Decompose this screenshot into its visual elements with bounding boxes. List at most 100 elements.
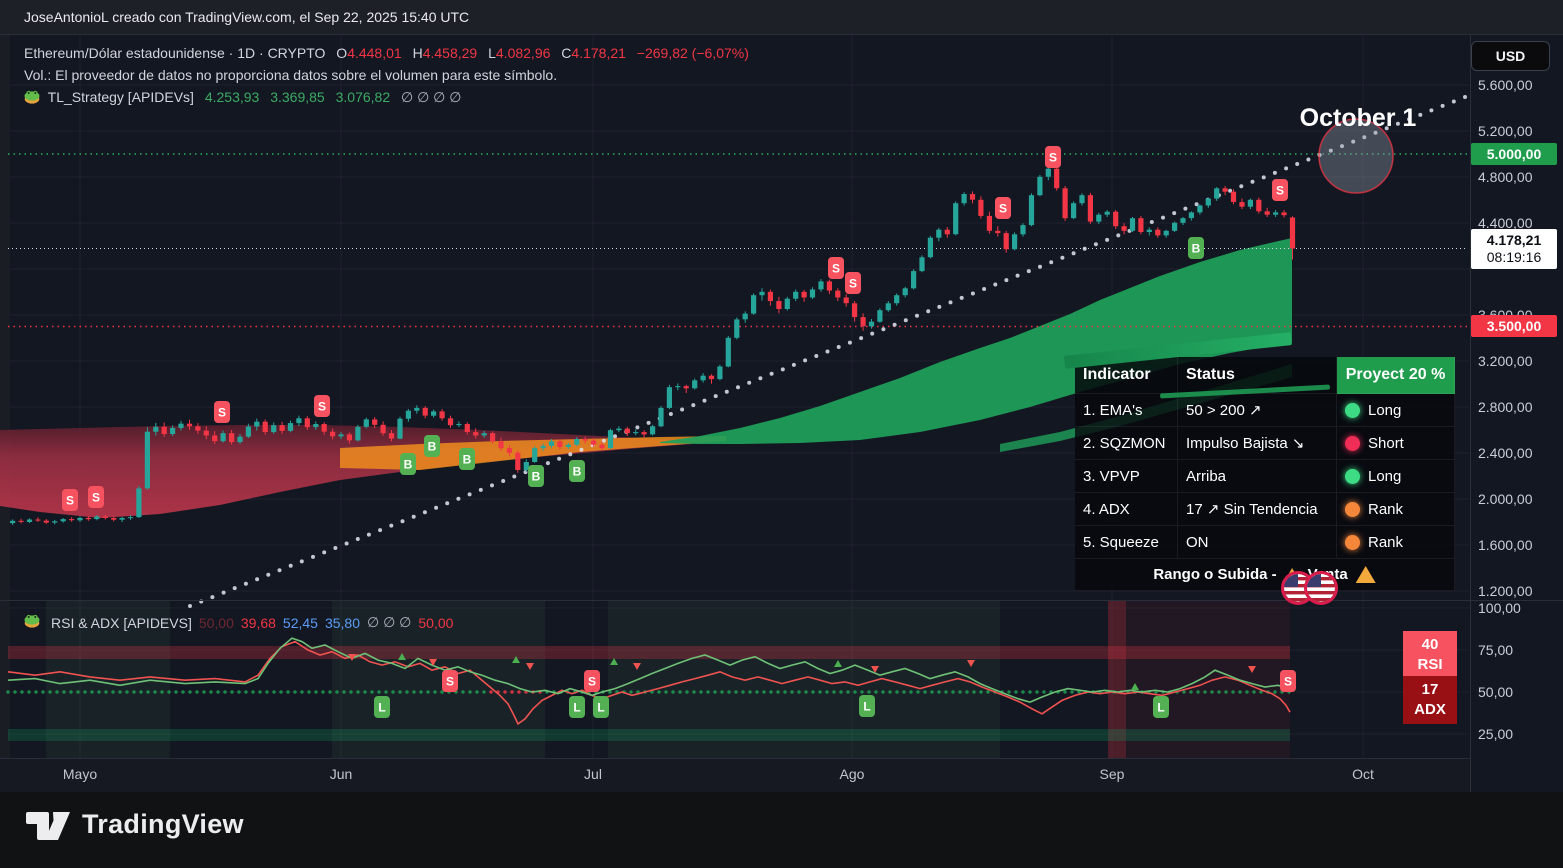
price-tick-label: 4.800,00 (1478, 169, 1533, 185)
svg-text:L: L (863, 700, 870, 714)
rsi-value-4: 50,00 (418, 614, 454, 631)
svg-text:S: S (1284, 675, 1292, 689)
open-label: O (336, 45, 348, 61)
time-axis-label: Jun (329, 766, 353, 782)
tradingview-logo[interactable]: TradingView (26, 804, 244, 844)
svg-text:B: B (1192, 242, 1201, 256)
signal-dot (1345, 468, 1360, 484)
low-label: L (488, 45, 496, 61)
indicator-status-table: Indicator Status Proyect 20 % 1. EMA's 50… (1075, 357, 1455, 591)
open-value: 4.448,01 (347, 45, 402, 61)
svg-text:S: S (318, 400, 326, 414)
high-value: 4.458,29 (422, 45, 478, 61)
price-tick-label: 1.600,00 (1478, 537, 1533, 553)
tradingview-logo-icon (26, 812, 70, 840)
table-row-indicator: 4. ADX (1075, 493, 1178, 526)
svg-text:S: S (1049, 151, 1057, 165)
low-value: 4.082,96 (495, 45, 551, 61)
footer-text-left: Rango o Subida - (1153, 566, 1277, 583)
table-row-indicator: 2. SQZMON (1075, 427, 1178, 460)
signal-dot (1345, 534, 1360, 550)
price-tick-label: 2.000,00 (1478, 491, 1533, 507)
svg-text:B: B (404, 458, 413, 472)
rsi-legend-row[interactable]: RSI & ADX [APIDEVS] 50,00 39,68 52,45 35… (24, 614, 453, 631)
table-row-status: 17 ↗ Sin Tendencia (1178, 493, 1337, 526)
change-value: −269,82 (−6,07%) (636, 45, 749, 61)
rsi-tick-label: 50,00 (1478, 684, 1514, 700)
table-row-signal: Rank (1337, 493, 1455, 526)
currency-toggle-button[interactable]: USD (1471, 41, 1550, 71)
project-20-badge: Proyect 20 % (1337, 357, 1455, 394)
price-tick-label: 1.200,00 (1478, 583, 1533, 599)
svg-text:S: S (999, 202, 1007, 216)
svg-text:B: B (428, 440, 437, 454)
price-tick-label: 2.400,00 (1478, 445, 1533, 461)
signal-dot (1345, 501, 1360, 517)
price-tick-label: 5.200,00 (1478, 123, 1533, 139)
table-row-status: 50 > 200 ↗ (1178, 394, 1337, 427)
svg-text:L: L (573, 701, 580, 715)
strategy-value-3: 3.076,82 (335, 89, 391, 105)
signal-dot (1345, 402, 1360, 418)
price-scale-divider (1470, 35, 1471, 792)
bottom-brand-strip: TradingView (0, 792, 1563, 868)
svg-text:L: L (378, 701, 385, 715)
rsi-value-1: 39,68 (240, 614, 276, 631)
rsi-tick-label: 75,00 (1478, 642, 1514, 658)
close-value: 4.178,21 (571, 45, 626, 61)
strategy-value-2: 3.369,85 (270, 89, 325, 105)
svg-text:S: S (66, 494, 74, 508)
adx-value-badge: 17 ADX (1403, 676, 1457, 724)
table-row-indicator: 3. VPVP (1075, 460, 1178, 493)
high-label: H (412, 45, 423, 61)
symbol-legend-row[interactable]: Ethereum/Dólar estadounidense · 1D · CRY… (24, 42, 749, 64)
rsi-tick-label: 25,00 (1478, 726, 1514, 742)
table-footer: Rango o Subida - Venta (1075, 559, 1455, 591)
strategy-value-1: 4.253,93 (204, 89, 260, 105)
table-row-indicator: 1. EMA's (1075, 394, 1178, 427)
svg-text:S: S (446, 675, 454, 689)
table-row-signal: Short (1337, 427, 1455, 460)
table-row-status: Impulso Bajista ↘ (1178, 427, 1337, 460)
table-row-status: Arriba (1178, 460, 1337, 493)
usa-flag-icons (1276, 563, 1346, 616)
price-tick-label: 4.400,00 (1478, 215, 1533, 231)
signal-dot (1345, 435, 1360, 451)
attribution-text: JoseAntonioL creado con TradingView.com,… (24, 9, 470, 25)
frog-icon (24, 614, 40, 631)
rsi-empty-values: ∅ ∅ ∅ (367, 614, 412, 630)
time-axis[interactable] (0, 758, 1470, 793)
svg-text:L: L (1157, 701, 1164, 715)
resistance-price-badge: 5.000,00 (1471, 143, 1557, 165)
support-price-badge: 3.500,00 (1471, 315, 1557, 338)
time-axis-label: Oct (1352, 766, 1374, 782)
svg-text:S: S (218, 406, 226, 420)
time-axis-label: Jul (584, 766, 602, 782)
svg-text:S: S (92, 491, 100, 505)
table-row-signal: Long (1337, 460, 1455, 493)
svg-text:B: B (573, 465, 582, 479)
svg-text:S: S (588, 675, 596, 689)
price-tick-label: 3.200,00 (1478, 353, 1533, 369)
strategy-legend-row[interactable]: TL_Strategy [APIDEVs] 4.253,93 3.369,85 … (24, 86, 749, 110)
table-row-status: ON (1178, 526, 1337, 559)
time-axis-label: Mayo (62, 766, 98, 782)
svg-text:B: B (463, 453, 472, 467)
svg-text:S: S (832, 262, 840, 276)
svg-text:L: L (597, 701, 604, 715)
warning-icon (1355, 566, 1376, 583)
rsi-value-3: 35,80 (324, 614, 361, 631)
table-row-signal: Long (1337, 394, 1455, 427)
main-legend: Ethereum/Dólar estadounidense · 1D · CRY… (24, 42, 749, 110)
rsi-value-2: 52,45 (282, 614, 318, 631)
rsi-value-badge: 40 RSI (1403, 631, 1457, 679)
rsi-indicator-name: RSI & ADX [APIDEVS] (51, 614, 192, 631)
svg-text:S: S (1276, 184, 1284, 198)
symbol-title: Ethereum/Dólar estadounidense · 1D · CRY… (24, 45, 326, 61)
price-tick-label: 2.800,00 (1478, 399, 1533, 415)
volume-message: Vol.: El proveedor de datos no proporcio… (24, 67, 558, 83)
time-axis-label: Sep (1099, 766, 1125, 782)
time-axis-label: Ago (839, 766, 865, 782)
